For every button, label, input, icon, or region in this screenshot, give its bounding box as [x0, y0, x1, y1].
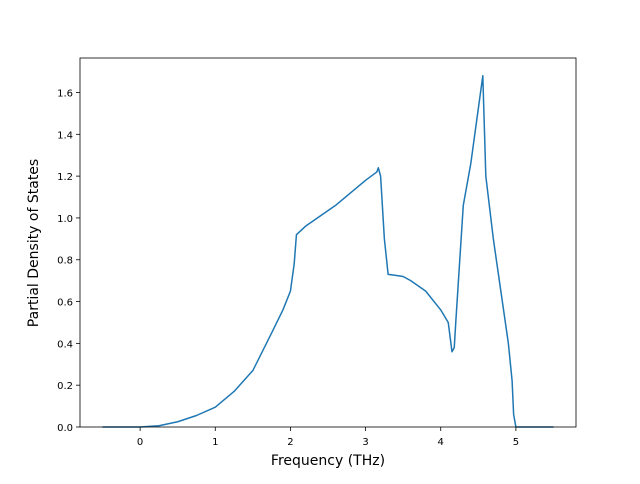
y-tick-label: 0.8 [57, 256, 73, 267]
data-line [102, 75, 554, 428]
y-tick-label: 0.0 [57, 423, 73, 434]
x-tick-label: 2 [287, 437, 293, 448]
y-tick-label: 0.2 [57, 381, 73, 392]
x-axis-label: Frequency (THz) [271, 453, 385, 469]
x-tick-label: 0 [137, 437, 143, 448]
x-tick-label: 5 [513, 437, 519, 448]
y-axis-label: Partial Density of States [26, 159, 42, 327]
y-tick-label: 0.4 [57, 339, 73, 350]
x-tick-label: 4 [438, 437, 444, 448]
y-tick-label: 1.6 [57, 88, 73, 99]
y-tick-label: 1.0 [57, 214, 73, 225]
y-tick-label: 1.4 [57, 130, 73, 141]
plot-frame [79, 57, 577, 428]
y-tick-label: 1.2 [57, 172, 73, 183]
y-tick-label: 0.6 [57, 298, 73, 309]
x-tick-label: 3 [362, 437, 368, 448]
x-tick-label: 1 [212, 437, 218, 448]
